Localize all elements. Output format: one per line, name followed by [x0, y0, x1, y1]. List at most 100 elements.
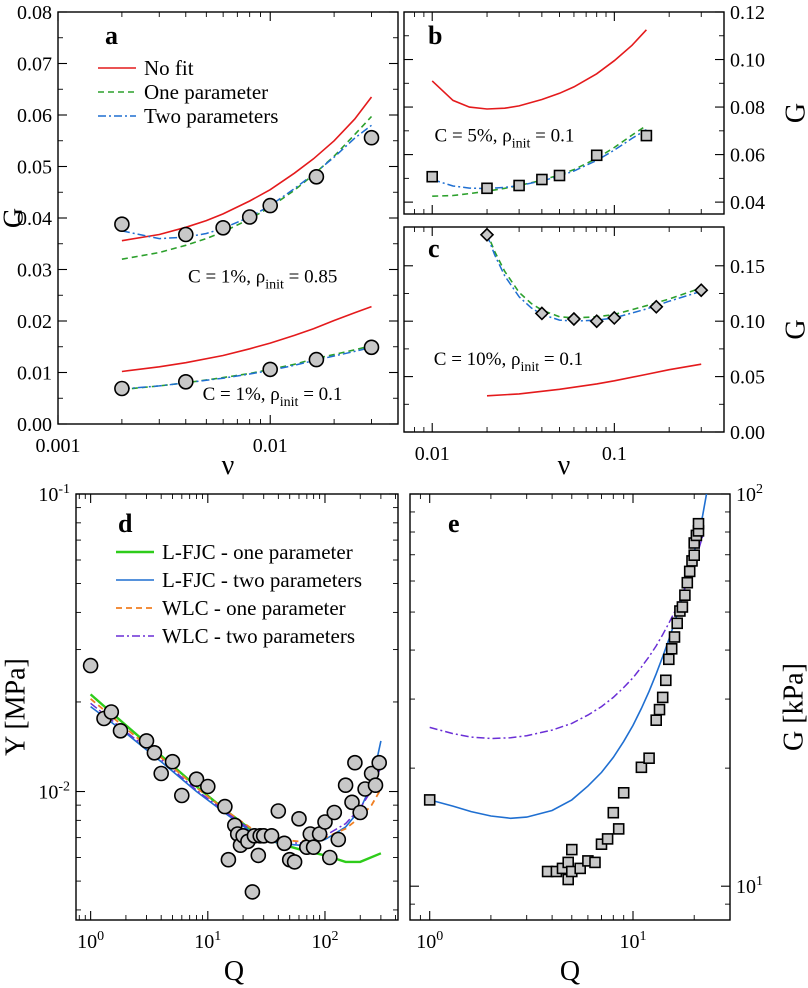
data-point: [317, 814, 333, 830]
x-tick-label: 0.001: [36, 435, 81, 457]
series-line-one: [486, 232, 702, 319]
y-tick-label: 0.07: [17, 54, 52, 76]
data-point: [692, 517, 705, 530]
legend: L-FJC - one parameter L-FJC - two paramet…: [116, 540, 362, 648]
series-line-no_fit: [486, 363, 702, 397]
y-tick-label: 0.08: [730, 97, 765, 119]
plot-area: [121, 96, 373, 391]
data-point: [305, 839, 322, 856]
x-tick-label: 0.01: [415, 443, 450, 465]
data-point: [565, 843, 578, 856]
data-point: [553, 169, 566, 182]
data-point: [146, 744, 163, 761]
data-point: [643, 752, 655, 765]
data-point: [153, 765, 169, 782]
plot-frame: [75, 493, 399, 921]
y-axis-label: Y [MPa]: [1, 658, 32, 756]
data-point: [308, 169, 325, 185]
x-axis-label: Q: [560, 956, 580, 987]
panel-label: c: [428, 234, 440, 263]
panel-c: 0.00 0.05 0.10 0.15 0.01 0.1 ν Gc C = 10%, ρinit…: [403, 226, 808, 481]
panel-label: a: [105, 21, 118, 50]
x-tick-label: 0.1: [602, 443, 627, 465]
plot-area: [486, 232, 702, 397]
data-point: [330, 831, 347, 848]
x-tick-label: 100: [416, 929, 443, 953]
data-point: [270, 803, 287, 819]
data-point: [479, 227, 495, 242]
data-point: [607, 806, 620, 819]
plot-area: [431, 29, 647, 197]
x-tick-label: 101: [620, 929, 647, 953]
data-point: [262, 197, 279, 214]
data-point: [367, 777, 384, 794]
x-axis-label: ν: [558, 450, 571, 481]
annotation: C = 10%, ρinit = 0.1: [434, 349, 583, 375]
data-point: [178, 226, 194, 243]
data-point: [635, 761, 648, 774]
annotation: C = 1%, ρinit = 0.1: [203, 384, 343, 410]
panel-label: b: [428, 21, 442, 50]
y-tick-label: 101: [736, 874, 763, 898]
data-point: [371, 754, 388, 771]
data-point: [668, 631, 681, 643]
data-point: [220, 851, 237, 868]
data-point: [138, 733, 155, 749]
panel-a: 0.00 0.01 0.02 0.03 0.04 0.05 0.06 0.07 0.08 0.00…: [0, 2, 399, 481]
data-point: [188, 771, 205, 788]
data-point: [352, 804, 369, 821]
data-point: [215, 220, 231, 236]
data-point: [589, 314, 604, 329]
y-tick-label: 0.00: [730, 422, 765, 444]
y-tick-label: 0.15: [730, 256, 765, 278]
x-axis-label: Q: [224, 956, 244, 987]
data-point: [112, 722, 129, 739]
y-tick-label: 0.05: [730, 367, 765, 389]
data-point: [308, 351, 325, 368]
data-point: [114, 216, 130, 232]
plot-frame: [403, 11, 725, 215]
legend-label: Two parameters: [144, 104, 278, 128]
data-point: [662, 653, 675, 666]
data-point: [607, 310, 622, 326]
data-point: [653, 703, 666, 716]
data-point: [423, 794, 436, 806]
y-tick-label: 0.10: [730, 311, 765, 333]
data-point: [481, 182, 493, 195]
data-point: [291, 810, 307, 827]
annotation: C = 5%, ρinit = 0.1: [435, 126, 575, 152]
data-point: [164, 753, 181, 770]
y-axis-label: G: [781, 103, 808, 123]
y-tick-label: 10-2: [38, 780, 70, 804]
data-point: [649, 299, 664, 314]
y-tick-label: 0.05: [17, 157, 52, 179]
data-point: [640, 129, 653, 142]
y-tick-label: 0.08: [17, 2, 52, 24]
data-point: [601, 833, 614, 845]
data-point: [694, 283, 709, 298]
data-point: [276, 835, 293, 852]
x-tick-label: 0.01: [253, 435, 288, 457]
data-point: [244, 884, 261, 900]
data-point: [321, 849, 338, 866]
data-point: [200, 778, 216, 795]
series-line-two: [486, 234, 702, 322]
series-line-no_fit: [121, 305, 372, 373]
legend-label: L-FJC - two parameters: [162, 568, 362, 592]
data-point: [174, 787, 190, 804]
data-point: [178, 373, 194, 390]
data-point: [683, 565, 696, 578]
data-point: [426, 170, 439, 183]
legend-label: No fit: [144, 56, 194, 80]
series-line-no_fit: [431, 29, 647, 110]
x-axis-label: ν: [222, 450, 235, 481]
data-point: [534, 306, 550, 321]
data-point: [337, 777, 354, 794]
y-tick-label: 0.02: [17, 311, 52, 333]
panel-label: d: [118, 509, 133, 538]
y-tick-label: 0.01: [17, 363, 52, 385]
x-tick-label: 102: [311, 929, 338, 953]
x-tick-label: 100: [77, 929, 104, 953]
data-point: [671, 617, 684, 630]
